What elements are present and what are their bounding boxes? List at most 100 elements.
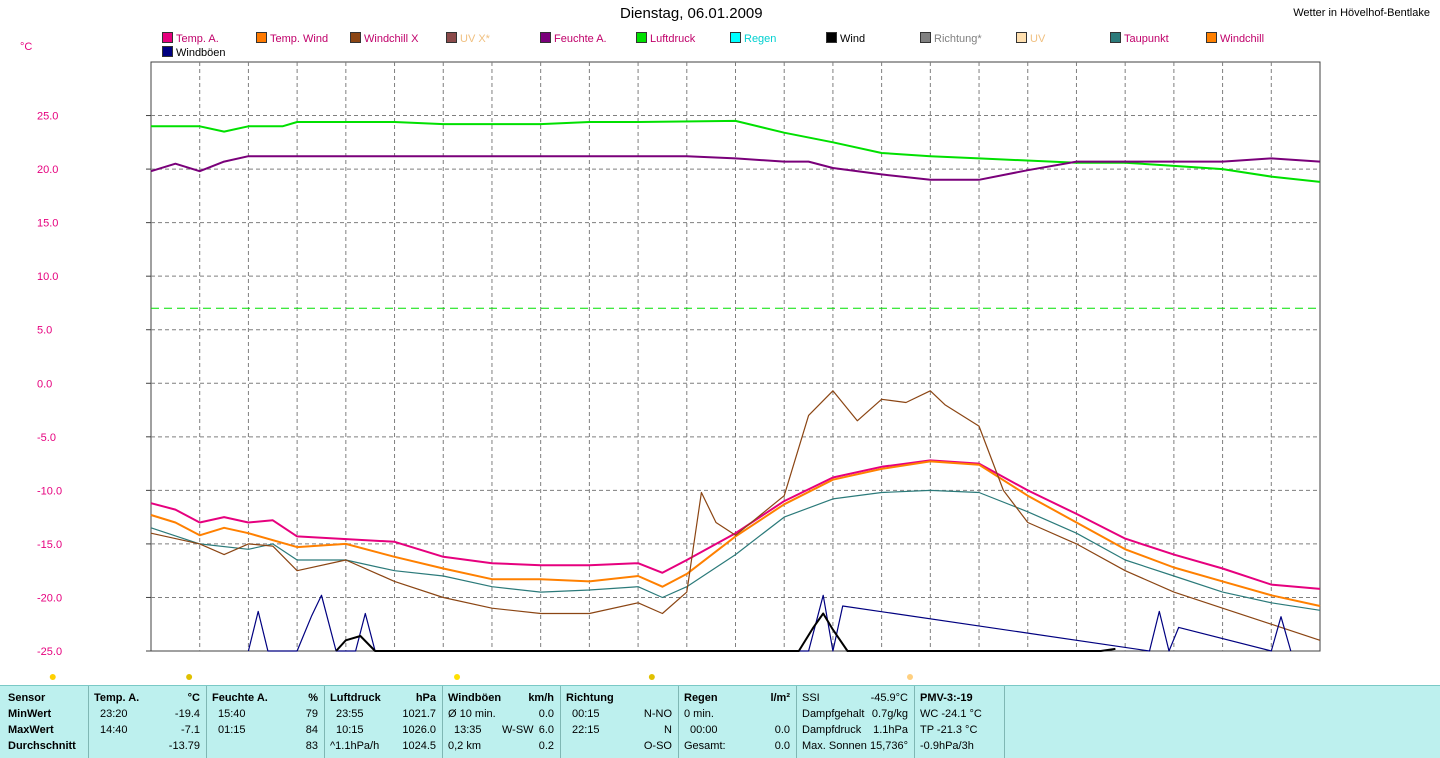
legend-item-2: Windchill X [350, 32, 418, 45]
legend-swatch-5 [636, 32, 647, 43]
legend-swatch-8 [920, 32, 931, 43]
legend-item-10: Taupunkt [1110, 32, 1169, 45]
stats-feuchte-max-val: 84 [305, 724, 318, 736]
stats-luftdruck-trend: ^1.1hPa/h [330, 740, 380, 752]
stats-windboeen-max-dir: W-SW [502, 724, 534, 736]
y-tick-label-7: -10.0 [37, 485, 62, 497]
stats-temp-header: Temp. A. [94, 692, 140, 704]
stats-dampfgehalt-val: 0.7g/kg [871, 708, 908, 720]
stats-sonnen-val: 15,736° [869, 740, 908, 752]
time-marker-1 [186, 674, 193, 680]
stats-pmv-trend: -0.9hPa/3h [920, 740, 974, 752]
stats-ssi-val: -45.9°C [870, 692, 908, 704]
stats-temp-unit: °C [187, 692, 200, 704]
legend-label-8: Richtung* [934, 33, 982, 45]
legend-swatch-11 [1206, 32, 1217, 43]
legend-swatch-9 [1016, 32, 1027, 43]
legend-item-11: Windchill [1206, 32, 1264, 45]
series-line-4 [150, 489, 1321, 611]
y-tick-label-9: -20.0 [37, 592, 62, 604]
legend-label-4: Feuchte A. [554, 33, 607, 45]
stats-luftdruck-header: Luftdruck [330, 692, 381, 704]
stats-windboeen-max-val: 6.0 [538, 724, 554, 736]
legend-label-1: Temp. Wind [270, 33, 329, 45]
legend-label-5: Luftdruck [650, 33, 696, 45]
legend-item-8: Richtung* [920, 32, 982, 45]
stats-avg-label: Durchschnitt [8, 740, 76, 752]
y-tick-label-1: 20.0 [37, 164, 58, 176]
stats-richtung: Richtung 00:15 N-NO 22:15 N O-SO [560, 686, 679, 758]
legend-swatch-10 [1110, 32, 1121, 43]
legend-swatch-2 [350, 32, 361, 43]
stats-feuchte-header: Feuchte A. [212, 692, 268, 704]
legend-item-6: Regen [730, 32, 776, 45]
legend-item-3: UV X* [446, 32, 490, 45]
stats-regen-total-val: 0.0 [774, 740, 790, 752]
stats-luftdruck-min-val: 1021.7 [402, 708, 436, 720]
stats-temp: Temp. A. °C 23:20 -19.4 14:40 -7.1 -13.7… [88, 686, 207, 758]
y-tick-label-6: -5.0 [37, 432, 56, 444]
legend-item-5: Luftdruck [636, 32, 695, 45]
legend-label-9: UV [1030, 33, 1046, 45]
stats-feuchte-avg-val: 83 [305, 740, 318, 752]
stats-regen-unit: l/m² [770, 692, 790, 704]
series-line-0 [151, 119, 1321, 183]
y-tick-label-4: 5.0 [37, 325, 52, 337]
stats-temp-min-val: -19.4 [174, 708, 200, 720]
legend-swatch-12 [162, 46, 173, 57]
y-tick-label-8: -15.0 [37, 539, 62, 551]
stats-richtung-min-val: N-NO [643, 708, 672, 720]
stats-luftdruck-max-time: 10:15 [336, 724, 364, 736]
stats-windboeen-min-time: Ø 10 min. [448, 708, 496, 720]
stats-dampfgehalt-label: Dampfgehalt [802, 708, 865, 720]
chart-plot: °C 25.0 20.0 15.0 10.0 5.0 0.0 -5.0 -10.0 -15.0 -2… [20, 41, 1321, 680]
legend-label-10: Taupunkt [1124, 33, 1169, 45]
stats-feuchte-unit: % [308, 692, 318, 704]
stats-regen-duration: 0 min. [684, 708, 714, 720]
time-marker-3 [648, 674, 655, 680]
stats-feuchte-min-time: 15:40 [218, 708, 246, 720]
stats-pmv-header: PMV-3:-19 [920, 692, 973, 704]
legend-label-0: Temp. A. [176, 33, 219, 45]
wind-line-1 [335, 612, 1116, 652]
stats-regen-max-time: 00:00 [690, 724, 718, 736]
y-tick-label-3: 10.0 [37, 271, 58, 283]
stats-luftdruck-min-time: 23:55 [336, 708, 364, 720]
stats-richtung-avg-val: O-SO [643, 740, 672, 752]
stats-windboeen-header: Windböen [448, 692, 502, 704]
stats-windboeen-distance: 0,2 km [448, 740, 482, 752]
stats-regen: Regen l/m² 0 min. 00:00 0.0 Gesamt: 0.0 [678, 686, 797, 758]
stats-richtung-min-time: 00:15 [572, 708, 600, 720]
legend-label-12: Windböen [176, 47, 226, 59]
y-axis-unit: °C [20, 41, 32, 53]
stats-regen-max-val: 0.0 [774, 724, 790, 736]
wind-line-0 [247, 594, 1292, 652]
legend-swatch-7 [826, 32, 837, 43]
stats-ssi-label: SSI [802, 692, 820, 704]
stats-luftdruck-unit: hPa [415, 692, 436, 704]
legend-label-3: UV X* [460, 33, 490, 45]
stats-dampfdruck-val: 1.1hPa [873, 724, 908, 736]
legend-swatch-0 [162, 32, 173, 43]
stats-sonnen-label: Max. Sonnen [802, 740, 867, 752]
legend-item-1: Temp. Wind [256, 32, 328, 45]
y-tick-label-2: 15.0 [37, 218, 58, 230]
stats-richtung-header: Richtung [566, 692, 614, 704]
stats-temp-max-val: -7.1 [181, 724, 200, 736]
y-tick-label-0: 25.0 [37, 111, 58, 123]
y-tick-label-5: 0.0 [37, 378, 52, 390]
stats-pmv-tp: TP -21.3 °C [920, 724, 978, 736]
legend-swatch-4 [540, 32, 551, 43]
stats-feuchte-max-time: 01:15 [218, 724, 246, 736]
legend-item-12: Windböen [162, 46, 226, 59]
stats-min-label: MinWert [8, 708, 52, 720]
stats-temp-avg-val: -13.79 [168, 740, 200, 752]
legend-label-7: Wind [840, 33, 866, 45]
time-marker-2 [454, 674, 461, 680]
stats-richtung-max-time: 22:15 [572, 724, 600, 736]
series-line-5 [150, 390, 1321, 641]
stats-windboeen-min-val: 0.0 [538, 708, 554, 720]
station-name: Wetter in Hövelhof-Bentlake [1293, 7, 1430, 19]
y-tick-label-10: -25.0 [37, 646, 62, 658]
legend-item-0: Temp. A. [162, 32, 219, 45]
